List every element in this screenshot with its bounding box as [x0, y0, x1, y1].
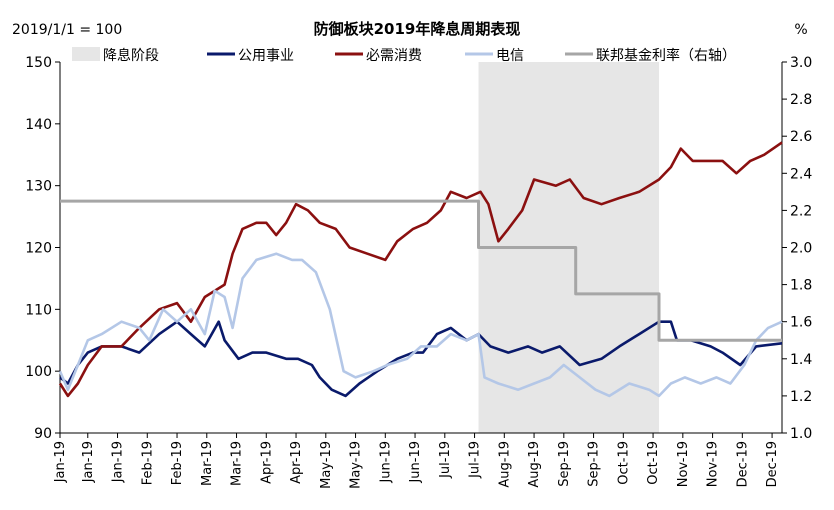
left-tick-label: 90 [34, 426, 52, 442]
x-tick-label: Aug-19 [527, 441, 542, 488]
right-tick-label: 1.8 [790, 278, 812, 294]
text-layer: 2019/1/1 = 100 防御板块2019年降息周期表现 % 90 100 11… [12, 20, 812, 489]
x-tick-label: Dec-19 [735, 441, 750, 487]
left-tick-label: 120 [25, 241, 52, 257]
x-tick-label: Apr-19 [259, 441, 274, 484]
right-tick-label: 1.2 [790, 389, 812, 405]
legend-label: 联邦基金利率（右轴） [596, 47, 736, 64]
left-tick-label: 140 [25, 117, 52, 133]
left-tick-label: 150 [25, 55, 52, 71]
legend-swatch-shaded [72, 47, 100, 61]
axes-layer [55, 61, 787, 438]
right-tick-label: 1.6 [790, 315, 812, 331]
x-tick-label: Jul-19 [438, 441, 453, 479]
left-tick-label: 130 [25, 179, 52, 195]
series-layer [58, 141, 783, 398]
legend-label: 公用事业 [238, 48, 294, 64]
series-line-3 [58, 252, 783, 398]
x-tick-label: Jun-19 [378, 441, 393, 484]
x-tick-label: Nov-19 [706, 441, 721, 487]
right-tick-label: 2.6 [790, 129, 812, 145]
x-tick-label: Feb-19 [170, 441, 185, 485]
x-tick-label: Oct-19 [646, 441, 661, 485]
x-tick-label: Mar-19 [200, 441, 215, 486]
right-tick-label: 1.4 [790, 352, 812, 368]
x-tick-label: Jun-19 [408, 441, 423, 484]
x-tick-label: Mar-19 [230, 441, 245, 486]
right-axis-unit: % [794, 22, 807, 38]
left-tick-label: 110 [25, 302, 52, 318]
legend: 降息阶段 公用事业 必需消费 电信 联邦基金利率（右轴） [72, 47, 736, 64]
left-axis-note: 2019/1/1 = 100 [12, 22, 122, 38]
right-tick-label: 2.8 [790, 92, 812, 108]
x-tick-label: Jan-19 [53, 441, 68, 483]
x-tick-label: Nov-19 [676, 441, 691, 487]
series-line-1 [59, 320, 783, 398]
right-tick-label: 2.0 [790, 241, 812, 257]
chart-title: 防御板块2019年降息周期表现 [314, 20, 521, 38]
series-line-4 [60, 199, 782, 342]
legend-label: 必需消费 [366, 48, 422, 64]
left-tick-label: 100 [25, 364, 52, 380]
x-tick-label: Sep-19 [557, 441, 572, 487]
x-tick-label: Oct-19 [616, 441, 631, 485]
right-tick-label: 2.2 [790, 203, 812, 219]
x-tick-label: Sep-19 [587, 441, 602, 487]
x-tick-label: Jul-19 [468, 441, 483, 479]
legend-label: 降息阶段 [103, 47, 159, 64]
x-tick-label: May-19 [349, 441, 364, 489]
x-tick-label: Apr-19 [289, 441, 304, 484]
right-tick-label: 3.0 [790, 55, 812, 71]
x-tick-label: Dec-19 [765, 441, 780, 487]
x-tick-label: Feb-19 [140, 441, 155, 485]
x-tick-label: Aug-19 [497, 441, 512, 488]
right-tick-label: 2.4 [790, 166, 812, 182]
series-line-2 [58, 141, 783, 398]
legend-label: 电信 [496, 48, 524, 64]
x-tick-label: May-19 [319, 441, 334, 489]
x-tick-label: Jan-19 [81, 441, 96, 483]
x-tick-label: Jan-19 [111, 441, 126, 483]
right-tick-label: 1.0 [790, 426, 812, 442]
